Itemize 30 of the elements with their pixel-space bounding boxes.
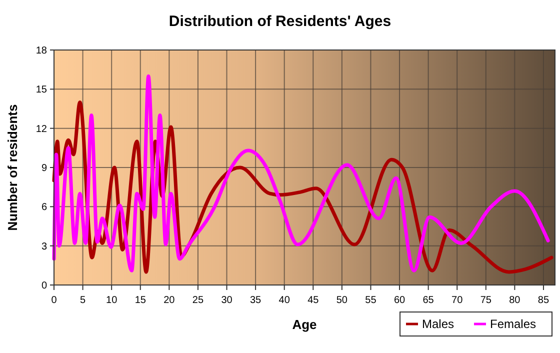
x-tick-label: 25 [192, 295, 204, 306]
x-tick-label: 45 [308, 295, 320, 306]
x-tick-label: 65 [422, 295, 434, 306]
y-tick-label: 12 [36, 124, 48, 135]
y-tick-label: 0 [41, 280, 48, 292]
x-axis-title: Age [292, 317, 317, 332]
x-tick-label: 55 [365, 295, 377, 306]
x-tick-label: 20 [164, 295, 176, 306]
x-tick-label: 15 [134, 295, 146, 306]
x-tick-label: 5 [80, 295, 86, 306]
x-tick-label: 50 [336, 295, 348, 306]
chart-title: Distribution of Residents' Ages [168, 13, 392, 30]
y-tick-label: 9 [41, 163, 48, 174]
y-tick-label: 15 [36, 84, 48, 96]
y-tick-label: 18 [36, 46, 48, 56]
x-tick-label: 75 [480, 295, 492, 306]
x-tick-label: 30 [221, 295, 233, 306]
x-tick-label: 85 [538, 295, 550, 306]
y-axis-title: Number of residents [5, 104, 20, 231]
x-tick-label: 0 [51, 295, 58, 306]
x-tick-label: 40 [278, 295, 290, 306]
legend-label: Males [422, 317, 454, 331]
x-tick-label: 60 [394, 295, 406, 306]
x-tick-label: 70 [452, 295, 464, 306]
legend-label: Females [490, 317, 536, 331]
x-tick-label: 80 [509, 295, 521, 306]
y-tick-label: 3 [41, 241, 48, 252]
x-tick-label: 35 [250, 295, 262, 306]
y-tick-label: 6 [41, 202, 48, 214]
x-tick-label: 10 [106, 295, 118, 306]
